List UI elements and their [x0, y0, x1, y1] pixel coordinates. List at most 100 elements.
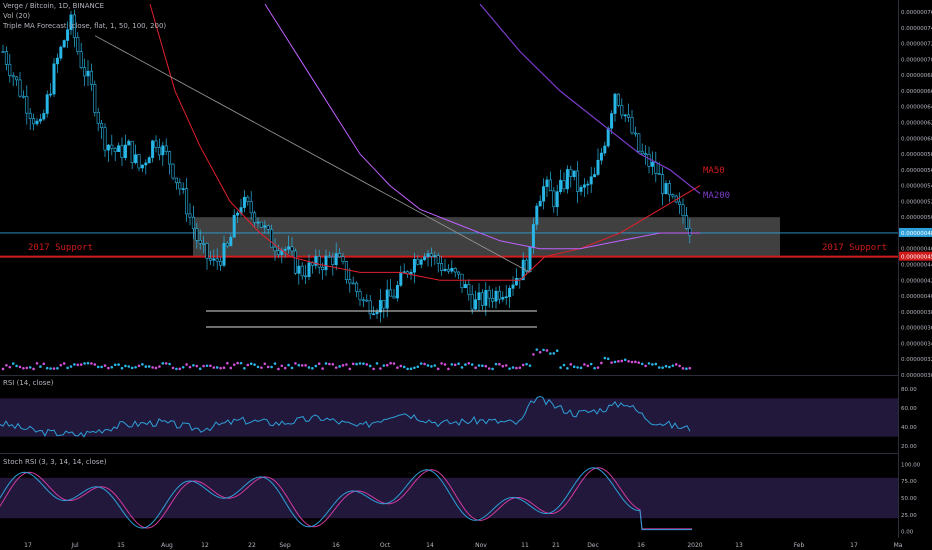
stoch-tick-label: 0.00 — [901, 530, 914, 536]
candle-body — [157, 147, 161, 156]
candle-body — [593, 174, 597, 178]
candle-body — [293, 250, 297, 274]
volume-markers — [1, 348, 692, 371]
volume-marker — [389, 361, 392, 365]
candle-body — [164, 145, 168, 152]
volume-marker — [450, 363, 454, 366]
volume-marker — [623, 358, 627, 362]
volume-marker — [256, 365, 260, 369]
volume-marker — [260, 366, 263, 369]
candle-body — [443, 268, 447, 271]
candle-body — [130, 140, 134, 163]
candle-body — [582, 184, 586, 188]
candle-body — [497, 290, 501, 300]
candle-body — [69, 14, 73, 31]
volume-marker — [243, 366, 246, 370]
candle-body — [321, 266, 325, 271]
stoch-tick-label: 50.00 — [901, 496, 917, 502]
volume-marker — [538, 350, 542, 354]
candle-body — [627, 114, 631, 118]
volume-marker — [56, 367, 59, 370]
volume-marker — [613, 360, 617, 364]
candle-body — [147, 157, 151, 164]
volume-marker — [385, 363, 389, 367]
volume-marker — [467, 361, 471, 365]
volume-marker — [511, 366, 515, 369]
candle-body — [331, 256, 335, 266]
candle-body — [300, 265, 304, 277]
candle-body — [419, 259, 423, 265]
volume-marker — [525, 362, 528, 366]
volume-marker — [640, 362, 644, 366]
volume-marker — [606, 357, 610, 361]
candle-body — [93, 84, 97, 113]
volume-marker — [426, 364, 430, 367]
candle-body — [297, 265, 301, 274]
candle-body — [212, 258, 216, 261]
volume-marker — [28, 366, 32, 369]
volume-marker — [209, 364, 212, 368]
volume-marker — [474, 366, 477, 369]
volume-marker — [630, 360, 634, 364]
candle-body — [620, 105, 624, 116]
candle-body — [548, 179, 552, 192]
volume-marker — [45, 366, 49, 370]
ma200-line — [479, 3, 701, 194]
volume-marker — [144, 365, 148, 368]
candle-body — [545, 179, 549, 187]
price-tick-label: 0.00000058 — [901, 152, 932, 158]
candle-body — [195, 228, 199, 241]
candle-body — [86, 70, 90, 77]
candle-body — [208, 258, 212, 261]
indicator-legend: Triple MA Forecast (close, flat, 1, 50, … — [3, 22, 167, 30]
candle-body — [15, 76, 19, 81]
volume-marker — [620, 359, 624, 363]
candlesticks[interactable] — [1, 9, 692, 323]
candle-body — [542, 186, 546, 202]
volume-marker — [294, 362, 297, 365]
candle-body — [334, 253, 338, 266]
time-tick-label: Jul — [70, 542, 79, 549]
volume-marker — [583, 363, 586, 366]
price-tick-label: 0.00000076 — [901, 10, 932, 16]
candle-body — [106, 144, 110, 151]
candle-body — [21, 95, 25, 98]
volume-marker — [90, 362, 93, 365]
rsi-tick-label: 40.00 — [901, 425, 917, 431]
candle-body — [559, 180, 563, 192]
volume-marker — [202, 364, 205, 368]
volume-marker — [239, 361, 243, 365]
time-tick-label: Nov — [475, 542, 487, 549]
candle-body — [151, 140, 155, 158]
candle-body — [644, 153, 648, 155]
volume-marker — [137, 364, 141, 368]
candle-body — [96, 112, 100, 124]
candle-body — [185, 188, 189, 215]
volume-marker — [477, 364, 481, 367]
candle-body — [123, 144, 127, 159]
volume-marker — [470, 363, 474, 366]
volume-marker — [600, 361, 603, 365]
volume-marker — [86, 361, 90, 365]
volume-marker — [416, 365, 420, 369]
candle-body — [474, 299, 478, 310]
volume-marker — [440, 362, 443, 365]
candle-body — [103, 127, 107, 151]
support-label-left: 2017 Support — [28, 243, 94, 253]
volume-marker — [5, 363, 8, 367]
candle-body — [42, 113, 46, 120]
volume-marker — [185, 363, 188, 366]
volume-marker — [273, 362, 277, 365]
candle-body — [399, 272, 403, 286]
candle-body — [113, 148, 117, 153]
volume-marker — [430, 365, 433, 368]
candle-body — [290, 246, 294, 252]
volume-marker — [100, 365, 103, 369]
volume-marker — [406, 367, 409, 371]
candle-body — [45, 94, 49, 114]
price-tick-label: 0.00000054 — [901, 184, 932, 190]
candle-body — [283, 248, 287, 251]
volume-marker — [15, 364, 18, 368]
candle-body — [287, 246, 291, 250]
